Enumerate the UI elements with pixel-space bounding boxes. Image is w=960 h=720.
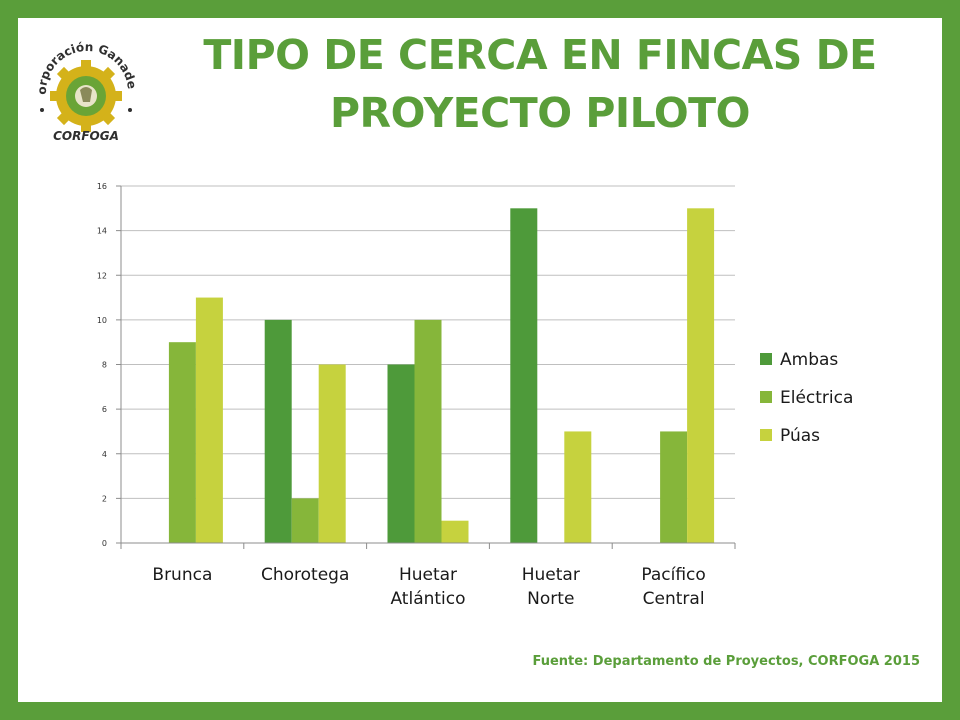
legend-label: Ambas <box>780 350 838 370</box>
slide-title: TIPO DE CERCA EN FINCAS DE PROYECTO PILO… <box>160 26 920 142</box>
chart-legend: Ambas Eléctrica Púas <box>760 350 853 446</box>
y-tick-label: 12 <box>97 271 107 280</box>
bar-púas <box>195 297 223 543</box>
legend-swatch <box>760 353 772 365</box>
x-category-label: Brunca <box>152 565 212 585</box>
x-category-label: Huetar Atlántico <box>390 565 465 609</box>
bar-ambas <box>264 319 292 543</box>
bar-eléctrica <box>168 342 196 543</box>
bar-eléctrica <box>414 319 442 543</box>
bar-púas <box>564 431 592 543</box>
y-tick-label: 4 <box>102 450 107 459</box>
y-tick-label: 2 <box>102 494 107 503</box>
chart-bars <box>168 208 715 543</box>
bar-eléctrica <box>660 431 688 543</box>
y-tick-label: 8 <box>102 361 107 370</box>
x-category-label: Huetar Norte <box>522 565 580 609</box>
bar-púas <box>441 520 469 543</box>
title-line-1: TIPO DE CERCA EN FINCAS DE <box>203 31 877 79</box>
legend-swatch <box>760 429 772 441</box>
bar-púas <box>318 364 346 543</box>
y-tick-label: 0 <box>102 539 107 548</box>
x-category-label: Chorotega <box>261 565 349 585</box>
bar-ambas <box>510 208 538 543</box>
x-category-label: Pacífico Central <box>641 565 705 609</box>
legend-label: Púas <box>780 426 820 446</box>
legend-swatch <box>760 391 772 403</box>
source-note: Fuente: Departamento de Proyectos, CORFO… <box>532 654 920 669</box>
chart-axes: 0 2 4 6 8 10 12 14 16 Brunca Chorotega Huetar Atlánt… <box>97 182 736 609</box>
bar-púas <box>687 208 715 543</box>
y-tick-label: 10 <box>97 316 107 325</box>
bar-eléctrica <box>291 498 319 543</box>
legend-label: Eléctrica <box>780 388 853 408</box>
corfoga-logo: Corporación Ganadera CORFOGA <box>28 30 139 143</box>
y-tick-label: 14 <box>97 227 107 236</box>
title-line-2: PROYECTO PILOTO <box>329 89 751 137</box>
bar-ambas <box>387 364 415 543</box>
logo-bottom-text: CORFOGA <box>53 129 119 143</box>
y-tick-label: 16 <box>97 182 107 191</box>
y-tick-label: 6 <box>102 405 107 414</box>
